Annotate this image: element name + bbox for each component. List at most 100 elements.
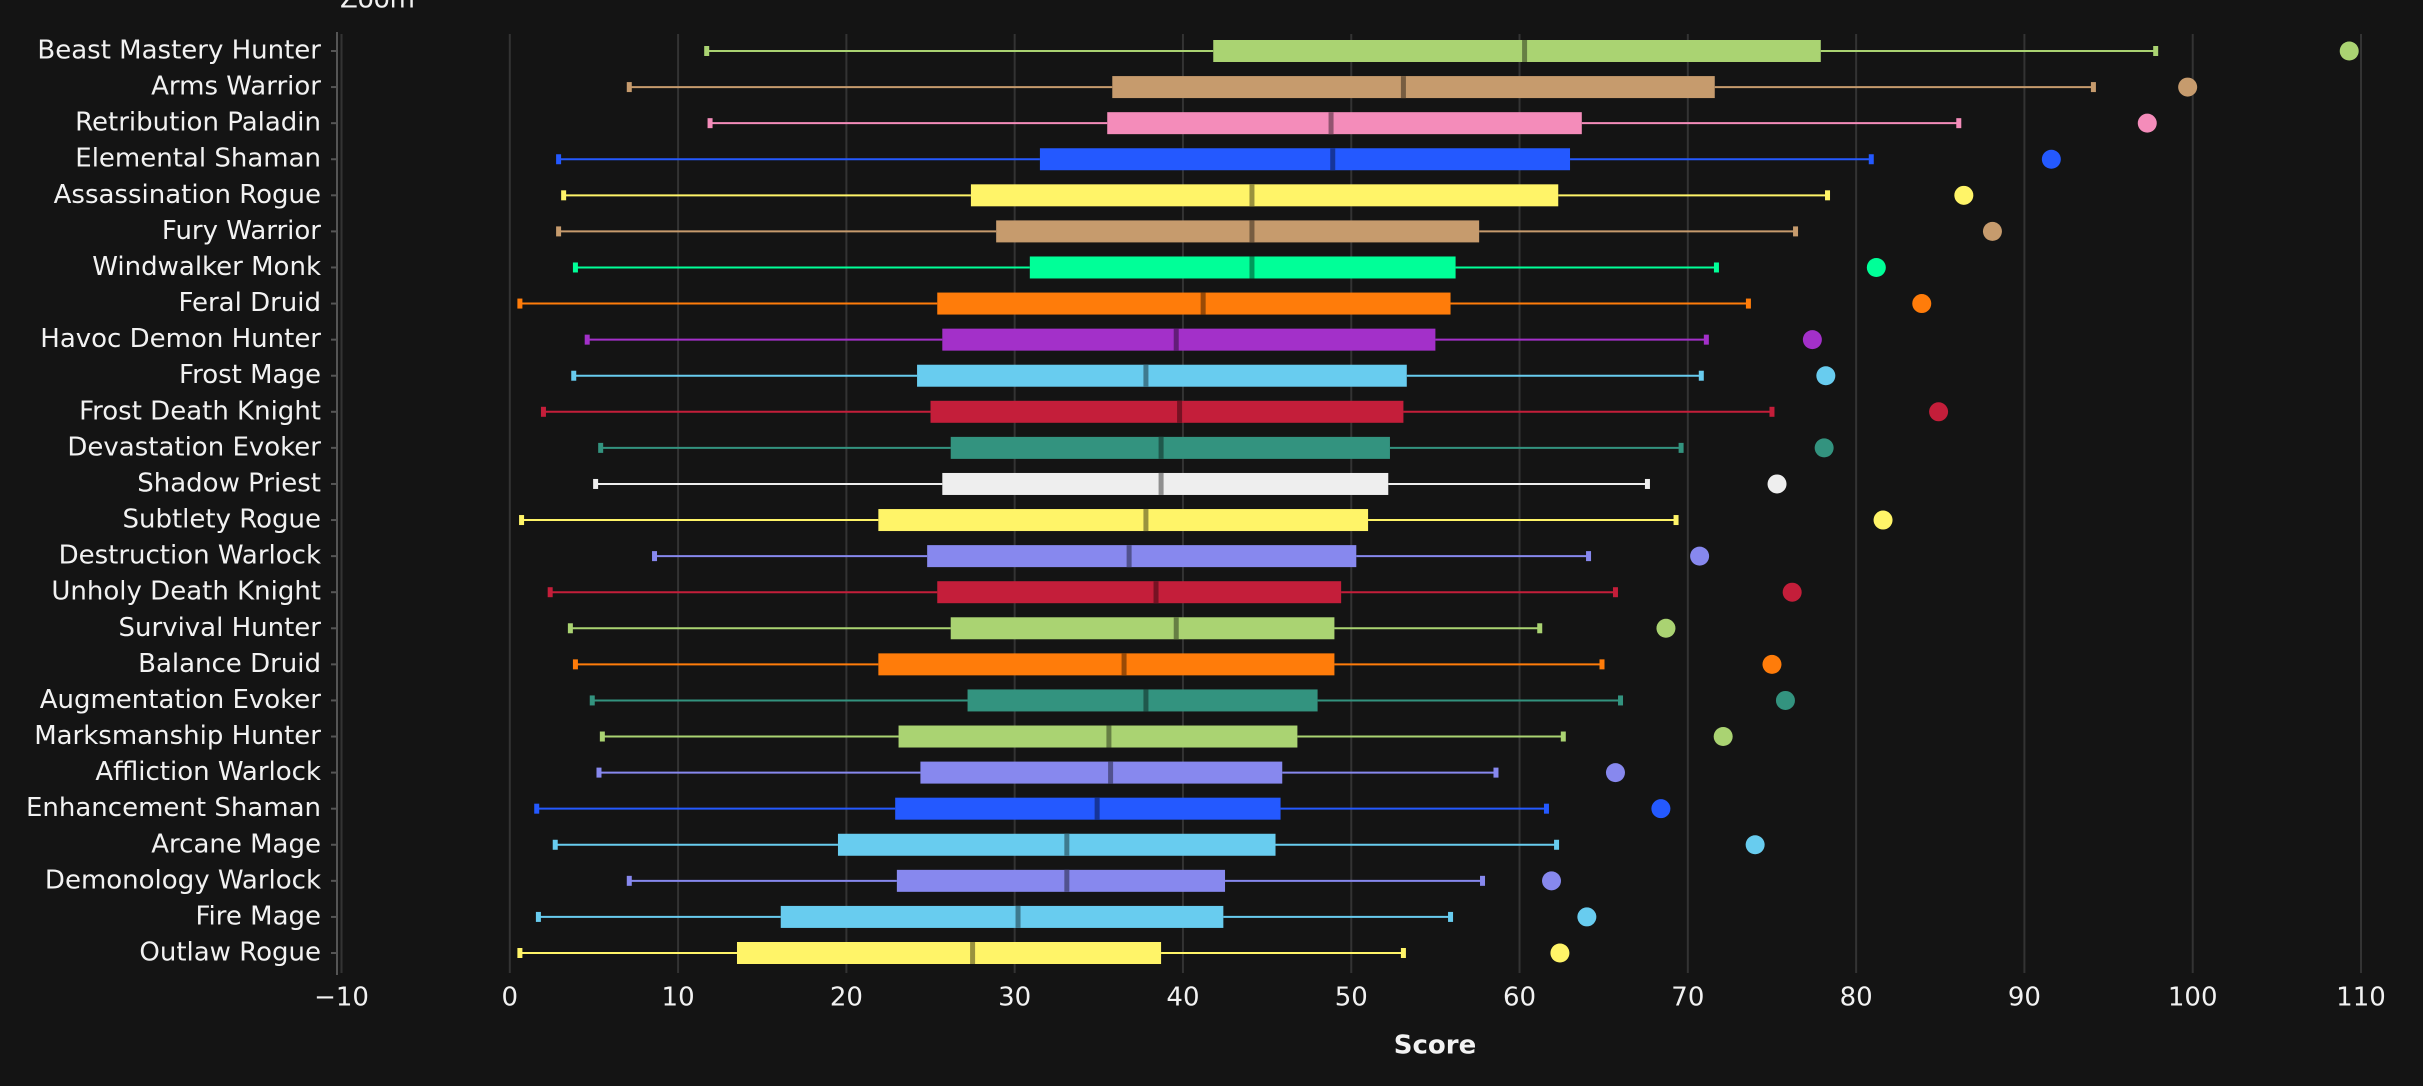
whisker-cap-low — [626, 875, 632, 886]
whisker-cap-low — [561, 190, 567, 201]
x-tick-label: 40 — [1166, 983, 1199, 1013]
whisker-cap-low — [519, 515, 525, 526]
box — [1039, 148, 1571, 171]
y-tick-label: Destruction Warlock — [59, 541, 321, 571]
box — [1112, 76, 1715, 99]
whisker-cap-low — [704, 46, 710, 56]
x-tick-label: 20 — [830, 983, 863, 1013]
median — [1143, 364, 1149, 387]
median — [1249, 220, 1255, 243]
median — [1094, 797, 1100, 820]
box — [927, 545, 1357, 568]
median — [1064, 833, 1070, 856]
y-tick-label: Marksmanship Hunter — [34, 721, 321, 751]
whisker-cap-high — [1703, 334, 1709, 345]
whisker-cap-low — [517, 298, 523, 309]
x-tick-label: 80 — [1840, 983, 1873, 1013]
y-tick-label: Fury Warrior — [162, 216, 321, 246]
whisker-cap-low — [596, 767, 602, 778]
y-tick-label: Assassination Rogue — [54, 180, 321, 210]
outlier-dot — [1713, 727, 1733, 747]
whisker-cap-high — [1678, 442, 1684, 453]
outlier-dot — [1605, 763, 1625, 783]
y-tick-label: Arms Warrior — [151, 72, 321, 102]
y-tick-label: Augmentation Evoker — [40, 685, 322, 715]
median — [1153, 581, 1159, 604]
y-tick-label: Frost Death Knight — [79, 396, 321, 426]
whisker-cap-high — [1493, 767, 1499, 778]
whisker-cap-high — [1673, 515, 1679, 526]
box — [878, 653, 1335, 676]
outlier-dot — [2137, 113, 2157, 133]
median — [1143, 689, 1149, 712]
whisker-cap-low — [599, 731, 605, 742]
box — [967, 689, 1318, 712]
box — [950, 436, 1390, 459]
box — [736, 942, 1162, 964]
median — [1158, 472, 1164, 495]
whisker-cap-high — [1825, 190, 1831, 201]
whisker-cap-low — [572, 262, 578, 273]
y-tick-label: Frost Mage — [179, 360, 321, 390]
median — [1249, 184, 1255, 207]
y-tick-label: Unholy Death Knight — [51, 577, 321, 607]
y-tick-label: Feral Druid — [178, 288, 321, 318]
outlier-dot — [1577, 907, 1597, 927]
outlier-dot — [1762, 654, 1782, 674]
whisker-cap-high — [1769, 406, 1775, 417]
median — [1328, 112, 1334, 135]
outlier-dot — [1814, 438, 1834, 458]
zoom-button[interactable]: Zoom — [340, 0, 415, 15]
whisker-cap-high — [1554, 839, 1560, 850]
outlier-dot — [2041, 149, 2061, 169]
outlier-dot — [1690, 546, 1710, 566]
whisker-cap-high — [1480, 875, 1486, 886]
whisker-cap-low — [626, 82, 632, 93]
box — [878, 509, 1369, 532]
whisker-cap-low — [572, 659, 578, 670]
box — [896, 869, 1226, 892]
outlier-dot — [1767, 474, 1787, 494]
box — [1107, 112, 1582, 135]
whisker-cap-high — [2090, 82, 2096, 93]
y-tick-label: Subtlety Rogue — [122, 505, 321, 535]
outlier-dot — [1866, 257, 1886, 277]
whisker-cap-high — [1868, 154, 1874, 165]
outlier-dot — [2339, 41, 2359, 61]
whisker-cap-low — [567, 623, 573, 634]
outlier-dot — [1912, 294, 1932, 314]
outlier-dot — [1782, 582, 1802, 602]
whisker-cap-high — [1586, 551, 1592, 562]
y-tick-label: Devastation Evoker — [67, 432, 321, 462]
whisker-cap-low — [540, 406, 546, 417]
median — [1064, 869, 1070, 892]
x-tick-label: 90 — [2008, 983, 2041, 1013]
y-tick-label: Balance Druid — [138, 649, 321, 679]
whisker-cap-high — [1612, 587, 1618, 598]
box — [920, 761, 1283, 784]
box — [996, 220, 1480, 243]
median — [1522, 40, 1528, 62]
whisker-cap-low — [556, 226, 562, 237]
median — [1400, 76, 1406, 99]
box — [942, 472, 1389, 495]
box — [930, 400, 1404, 423]
whisker-cap-high — [1644, 478, 1650, 489]
y-tick-label: Survival Hunter — [119, 613, 322, 643]
outlier-dot — [1656, 618, 1676, 638]
x-axis-title: Score — [1394, 1031, 1476, 1061]
median — [1200, 292, 1206, 315]
y-tick-label: Enhancement Shaman — [26, 793, 321, 823]
whisker-cap-high — [2153, 46, 2159, 56]
whisker-cap-low — [556, 154, 562, 165]
whisker-cap-high — [1537, 623, 1543, 634]
x-tick-label: 10 — [662, 983, 695, 1013]
outlier-dot — [1802, 330, 1822, 350]
y-tick-label: Shadow Priest — [137, 468, 321, 498]
whisker-cap-high — [1745, 298, 1751, 309]
box — [937, 581, 1342, 604]
median — [1330, 148, 1336, 171]
box — [917, 364, 1407, 387]
whisker-cap-high — [1956, 118, 1962, 129]
